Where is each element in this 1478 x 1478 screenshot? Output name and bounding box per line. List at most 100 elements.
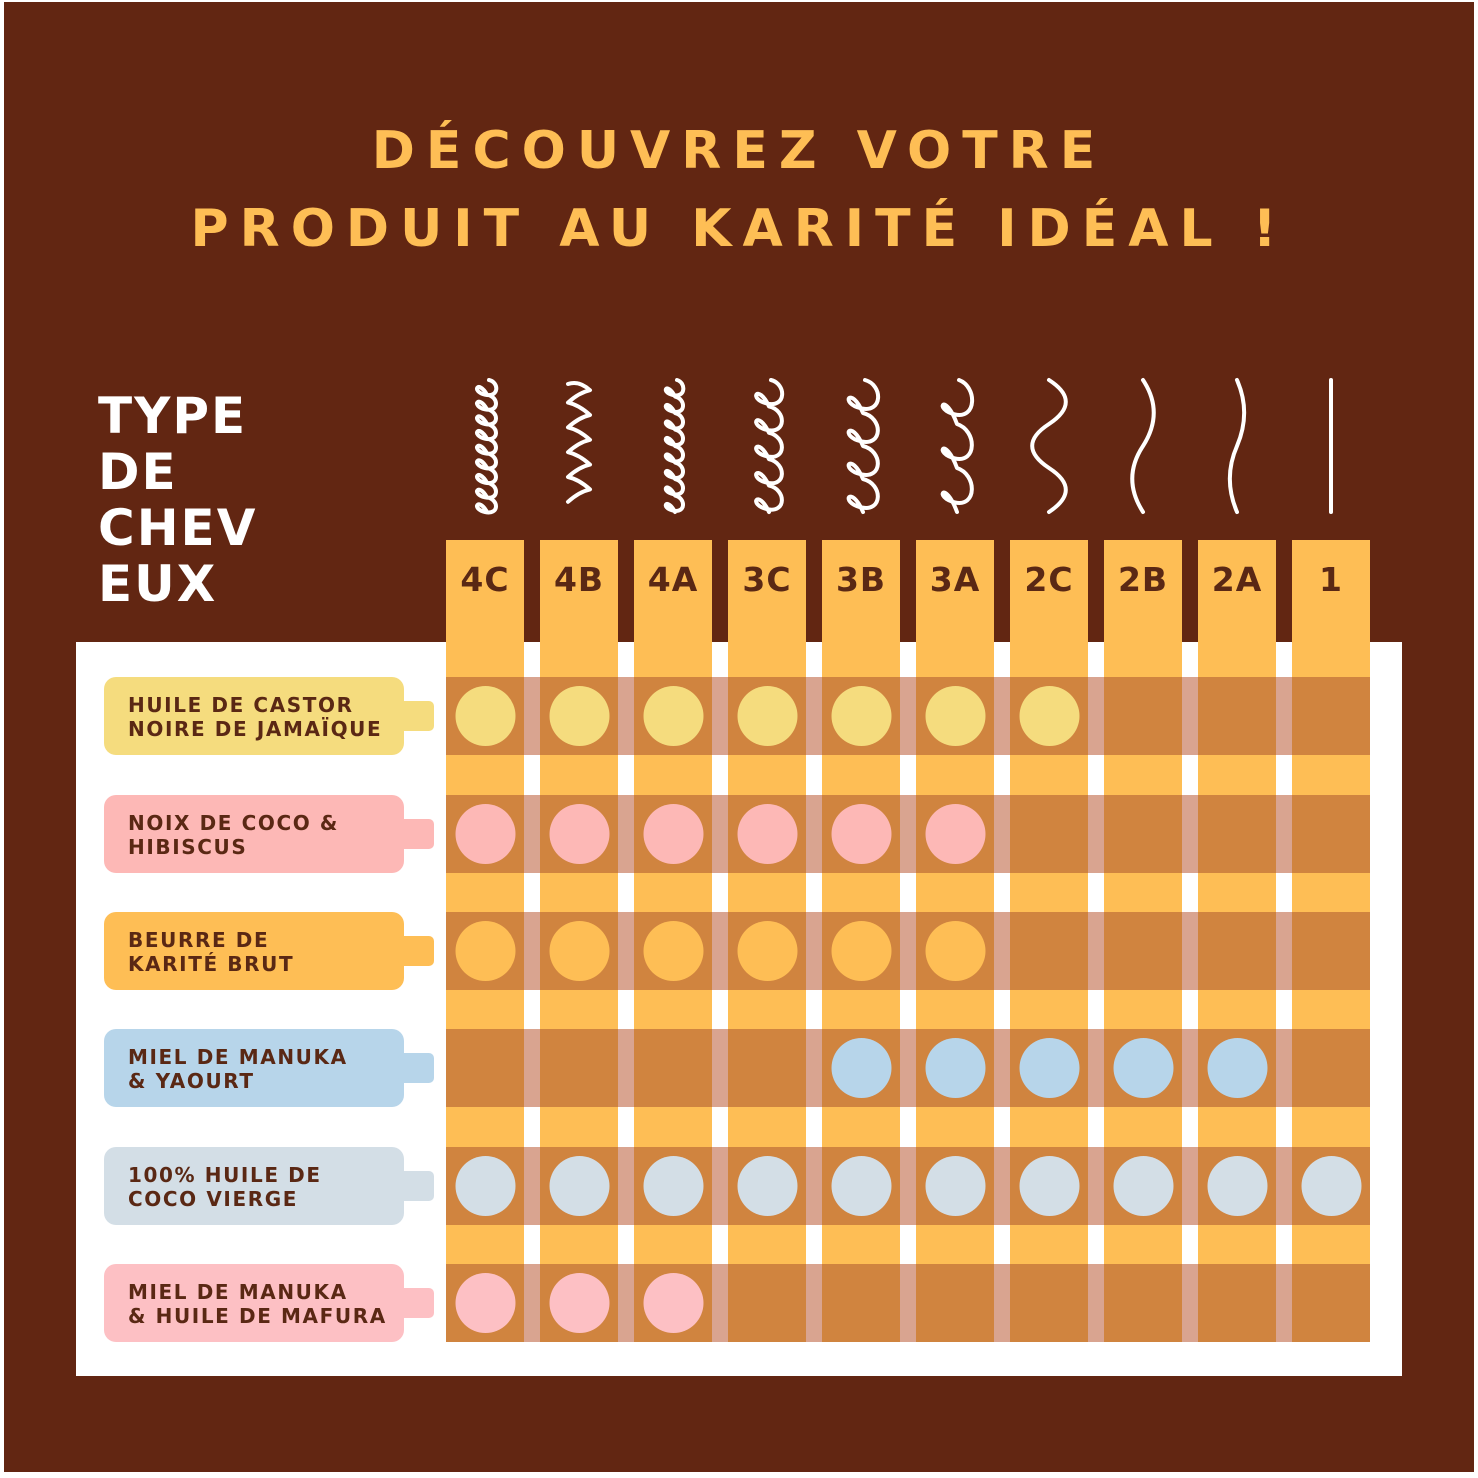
suitability-dot xyxy=(1019,1156,1080,1216)
suitability-dot xyxy=(455,1273,516,1333)
bottle-body xyxy=(104,795,404,873)
row-gap xyxy=(1182,677,1198,755)
loose-curl-icon xyxy=(940,378,975,514)
row-gap xyxy=(806,795,822,873)
suitability-dot xyxy=(831,686,892,746)
suitability-dot xyxy=(831,921,892,981)
row-gap xyxy=(524,677,540,755)
hair-type-heading-line-1: TYPE xyxy=(98,387,248,445)
row-gap xyxy=(1088,912,1104,990)
suitability-dot xyxy=(549,804,610,864)
page-title: DÉCOUVREZ VOTRE PRODUIT AU KARITÉ IDÉAL … xyxy=(0,112,1478,268)
hair-type-label: 3C xyxy=(742,560,792,599)
row-gap xyxy=(900,1147,916,1225)
hair-type-heading: TYPE DE CHEV EUX xyxy=(98,388,398,612)
suitability-dot xyxy=(925,804,986,864)
hair-type-label: 2C xyxy=(1024,560,1074,599)
row-gap xyxy=(994,912,1010,990)
bottle-body xyxy=(104,1147,404,1225)
row-gap xyxy=(806,912,822,990)
product-name-line-2: COCO VIERGE xyxy=(128,1187,298,1211)
suitability-dot xyxy=(1207,1038,1268,1098)
suitability-dot xyxy=(1113,1156,1174,1216)
row-gap xyxy=(900,1264,916,1342)
row-gap xyxy=(994,1264,1010,1342)
suitability-dot xyxy=(831,1156,892,1216)
row-gap xyxy=(712,1147,728,1225)
title-line-1: DÉCOUVREZ VOTRE xyxy=(371,121,1107,181)
bottle-body xyxy=(104,912,404,990)
row-gap xyxy=(524,1029,540,1107)
row-gap xyxy=(618,1264,634,1342)
row-gap xyxy=(524,795,540,873)
row-gap xyxy=(1276,1147,1292,1225)
bottle-cap xyxy=(398,1171,434,1201)
product-name-line-2: & YAOURT xyxy=(128,1069,255,1093)
row-gap xyxy=(618,1029,634,1107)
row-gap xyxy=(806,677,822,755)
hair-type-heading-line-3: CHEV xyxy=(98,499,258,557)
suitability-dot xyxy=(737,921,798,981)
suitability-dot xyxy=(1207,1156,1268,1216)
row-gap xyxy=(1088,1147,1104,1225)
suitability-dot xyxy=(455,804,516,864)
row-gap xyxy=(618,912,634,990)
suitability-dot xyxy=(737,804,798,864)
bottle-cap xyxy=(398,1053,434,1083)
springy-curl-icon xyxy=(846,378,881,514)
suitability-dot xyxy=(549,1156,610,1216)
row-gap xyxy=(1182,1147,1198,1225)
bottle-body xyxy=(104,677,404,755)
suitability-dot xyxy=(1019,686,1080,746)
soft-wave-icon xyxy=(1130,378,1156,514)
hair-type-label: 3A xyxy=(929,560,981,599)
product-name-line-1: MIEL DE MANUKA xyxy=(128,1045,348,1069)
suitability-dot xyxy=(925,686,986,746)
product-name-line-2: HIBISCUS xyxy=(128,835,248,859)
product-name: 100% HUILE DE COCO VIERGE xyxy=(128,1163,428,1211)
row-gap xyxy=(900,912,916,990)
suitability-dot xyxy=(549,921,610,981)
suitability-dot xyxy=(925,1156,986,1216)
suitability-dot xyxy=(831,1038,892,1098)
suitability-dot xyxy=(455,921,516,981)
row-gap xyxy=(1276,912,1292,990)
bottle-body xyxy=(104,1264,404,1342)
hair-type-label: 4B xyxy=(553,560,605,599)
row-gap xyxy=(994,795,1010,873)
row-gap xyxy=(524,1147,540,1225)
row-gap xyxy=(900,1029,916,1107)
product-name-line-1: NOIX DE COCO & xyxy=(128,811,339,835)
row-gap xyxy=(994,677,1010,755)
suitability-dot xyxy=(1301,1156,1362,1216)
title-line-2: PRODUIT AU KARITÉ IDÉAL ! xyxy=(190,199,1288,259)
suitability-dot xyxy=(925,1038,986,1098)
product-name: HUILE DE CASTOR NOIRE DE JAMAÏQUE xyxy=(128,693,428,741)
row-gap xyxy=(712,912,728,990)
row-gap xyxy=(618,795,634,873)
product-name-line-1: 100% HUILE DE xyxy=(128,1163,322,1187)
row-gap xyxy=(524,1264,540,1342)
row-gap xyxy=(712,795,728,873)
product-name-line-2: & HUILE DE MAFURA xyxy=(128,1304,387,1328)
row-gap xyxy=(994,1029,1010,1107)
product-name-line-1: HUILE DE CASTOR xyxy=(128,693,354,717)
row-gap xyxy=(1088,1264,1104,1342)
row-gap xyxy=(1276,1029,1292,1107)
suitability-dot xyxy=(643,686,704,746)
product-name-line-2: NOIRE DE JAMAÏQUE xyxy=(128,717,383,741)
bottle-cap xyxy=(398,701,434,731)
product-name: MIEL DE MANUKA & HUILE DE MAFURA xyxy=(128,1280,428,1328)
row-gap xyxy=(524,912,540,990)
hair-type-heading-line-4: EUX xyxy=(98,555,218,613)
bottle-cap xyxy=(398,819,434,849)
hair-type-label: 3B xyxy=(835,560,887,599)
suitability-dot xyxy=(831,804,892,864)
hair-type-label: 2B xyxy=(1117,560,1169,599)
row-gap xyxy=(806,1264,822,1342)
suitability-dot xyxy=(549,686,610,746)
suitability-dot xyxy=(643,804,704,864)
suitability-dot xyxy=(1113,1038,1174,1098)
row-gap xyxy=(1182,795,1198,873)
